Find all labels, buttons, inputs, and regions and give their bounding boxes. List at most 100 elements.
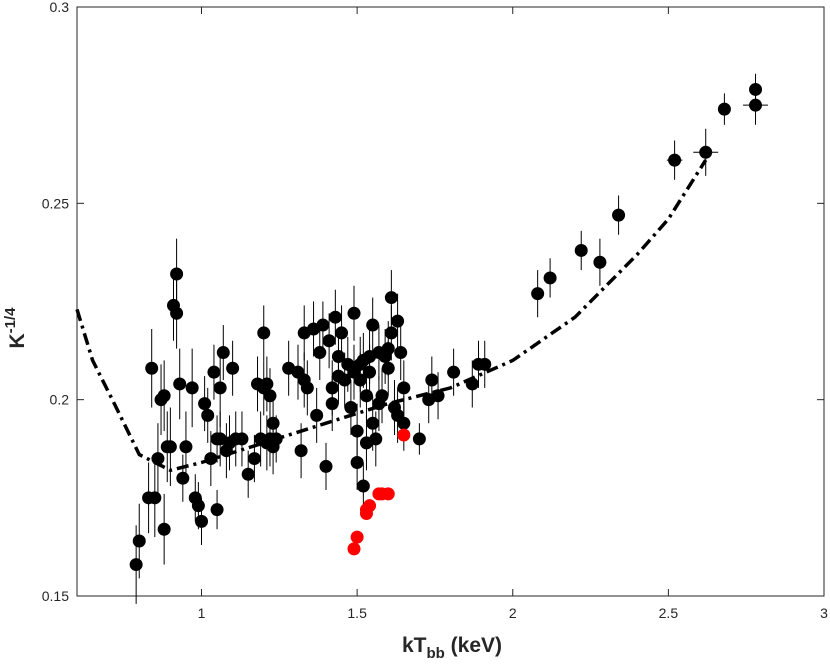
x-tick-label: 2.5 <box>659 605 679 621</box>
data-point <box>216 346 230 360</box>
data-point <box>350 455 364 469</box>
errorbar-layer <box>134 73 768 604</box>
data-point <box>157 522 171 536</box>
data-point <box>319 459 333 473</box>
data-point <box>148 491 162 505</box>
y-tick-label: 0.3 <box>50 0 70 15</box>
data-point <box>478 357 492 371</box>
data-point <box>356 479 370 493</box>
points-layer <box>129 82 763 572</box>
data-point <box>145 361 159 375</box>
data-point <box>313 346 327 360</box>
data-point <box>381 361 395 375</box>
data-point <box>163 440 177 454</box>
data-point <box>176 471 190 485</box>
y-axis-label: K-1/4 <box>2 307 29 349</box>
data-point <box>574 243 588 257</box>
x-tick-label: 2 <box>509 605 517 621</box>
data-point <box>699 145 713 159</box>
data-point <box>204 452 218 466</box>
x-tick-label: 1.5 <box>347 605 367 621</box>
data-point <box>344 401 358 415</box>
data-point <box>338 373 352 387</box>
x-axis-label-main: kT <box>402 634 427 657</box>
data-point <box>191 499 205 513</box>
data-point <box>335 326 349 340</box>
data-point <box>447 365 461 379</box>
data-point <box>257 326 271 340</box>
data-point <box>195 514 208 528</box>
data-point <box>384 326 398 340</box>
data-point <box>300 381 314 395</box>
data-point <box>366 416 380 430</box>
model-curve <box>75 159 708 473</box>
data-point <box>294 444 308 458</box>
data-point <box>325 397 339 411</box>
red-data-point <box>363 499 377 513</box>
red-data-point <box>397 428 411 442</box>
data-point <box>381 342 395 356</box>
data-point <box>325 381 339 395</box>
data-point <box>465 377 479 391</box>
data-point <box>328 310 342 324</box>
data-point <box>369 432 383 446</box>
data-point <box>207 365 221 379</box>
data-point <box>316 318 330 332</box>
data-point <box>157 389 171 403</box>
data-point <box>210 503 224 517</box>
axes-box <box>76 6 825 597</box>
y-axis-label-main: K <box>6 333 29 348</box>
data-point <box>241 467 255 481</box>
data-point <box>179 440 193 454</box>
data-point <box>260 377 274 391</box>
data-point <box>170 306 184 320</box>
data-point <box>363 365 377 379</box>
data-point <box>375 389 389 403</box>
x-tick-label: 1 <box>198 605 206 621</box>
data-point <box>269 432 283 446</box>
x-axis-label-sub: bb <box>427 645 445 662</box>
data-point <box>391 314 405 328</box>
data-point <box>749 98 763 112</box>
y-tick-label: 0.2 <box>50 392 70 408</box>
data-point <box>347 306 361 320</box>
plot-area <box>75 6 825 604</box>
data-point <box>350 424 364 438</box>
data-point <box>612 208 626 222</box>
data-point <box>266 416 280 430</box>
ticks-layer: 1 1.5 2 2.5 3 0.15 0.2 0.25 0.3 <box>42 0 828 621</box>
x-tick-label: 3 <box>820 605 828 621</box>
data-point <box>310 408 324 422</box>
data-point <box>198 397 212 411</box>
data-point <box>247 452 261 466</box>
data-point <box>201 408 215 422</box>
y-tick-label: 0.25 <box>42 195 69 211</box>
data-point <box>132 534 146 548</box>
data-point <box>226 361 240 375</box>
y-axis-label-sup: -1/4 <box>2 307 19 334</box>
y-tick-label: 0.15 <box>42 588 69 604</box>
data-point <box>397 381 411 395</box>
data-point <box>543 271 557 285</box>
data-point <box>359 389 373 403</box>
data-point <box>322 334 336 348</box>
x-axis-label-rest: (keV) <box>445 634 502 657</box>
data-point <box>353 373 367 387</box>
data-point <box>366 318 380 332</box>
data-point <box>263 389 277 403</box>
data-point <box>331 349 345 363</box>
data-point <box>151 452 165 466</box>
data-point <box>129 558 143 572</box>
x-axis-label: kTbb (keV) <box>402 634 502 662</box>
data-point <box>173 377 187 391</box>
data-point <box>717 102 731 116</box>
data-point <box>394 346 408 360</box>
data-point <box>593 255 607 269</box>
data-point <box>235 432 249 446</box>
data-point <box>431 389 445 403</box>
red-data-point <box>350 530 364 544</box>
data-point <box>213 381 227 395</box>
data-point <box>185 381 199 395</box>
red-data-point <box>347 542 361 556</box>
